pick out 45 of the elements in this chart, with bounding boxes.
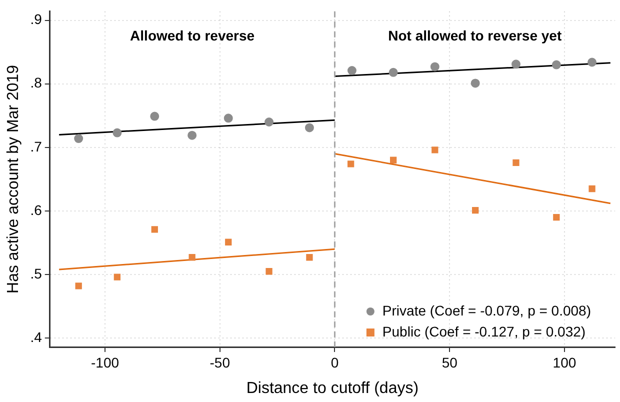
point <box>512 159 520 166</box>
point <box>430 62 440 72</box>
point <box>264 117 274 126</box>
point <box>347 66 356 76</box>
point <box>225 238 232 246</box>
point <box>388 68 398 77</box>
y-tick-label: .5 <box>30 265 42 282</box>
point <box>150 112 160 121</box>
point <box>472 207 479 214</box>
point <box>304 123 314 132</box>
point <box>553 214 560 221</box>
y-tick-label: .7 <box>30 138 42 154</box>
annotation: Allowed to reverse <box>130 27 255 44</box>
point <box>112 128 122 138</box>
point <box>470 78 480 88</box>
x-tick-label: 100 <box>552 354 576 370</box>
x-axis-title: Distance to cutoff (days) <box>246 380 419 397</box>
x-tick-label: 50 <box>442 354 458 370</box>
point <box>306 254 313 261</box>
y-tick-label: .6 <box>30 202 42 218</box>
point <box>552 60 561 70</box>
annotation: Not allowed to reverse yet <box>388 27 562 44</box>
point <box>188 254 196 261</box>
x-tick-label: 0 <box>330 354 339 370</box>
y-axis-title: Has active account by Mar 2019 <box>5 64 22 294</box>
point <box>588 58 597 67</box>
point <box>75 282 82 290</box>
point <box>432 146 438 154</box>
point <box>74 134 84 144</box>
point <box>347 160 354 168</box>
legend-label: Public (Coef = -0.127, p = 0.032) <box>382 323 586 340</box>
point <box>151 226 158 233</box>
legend-label: Private (Coef = -0.079, p = 0.008) <box>382 302 592 318</box>
x-tick-label: -50 <box>210 354 230 370</box>
y-tick-label: .9 <box>30 11 42 28</box>
x-tick-label: -100 <box>90 354 120 370</box>
point <box>390 156 397 164</box>
y-tick-label: .8 <box>30 74 42 91</box>
y-tick-label: .4 <box>30 328 42 345</box>
point <box>588 185 596 192</box>
point <box>511 60 520 69</box>
point <box>266 268 272 275</box>
point <box>188 130 197 140</box>
point <box>224 114 233 123</box>
point <box>114 274 121 280</box>
